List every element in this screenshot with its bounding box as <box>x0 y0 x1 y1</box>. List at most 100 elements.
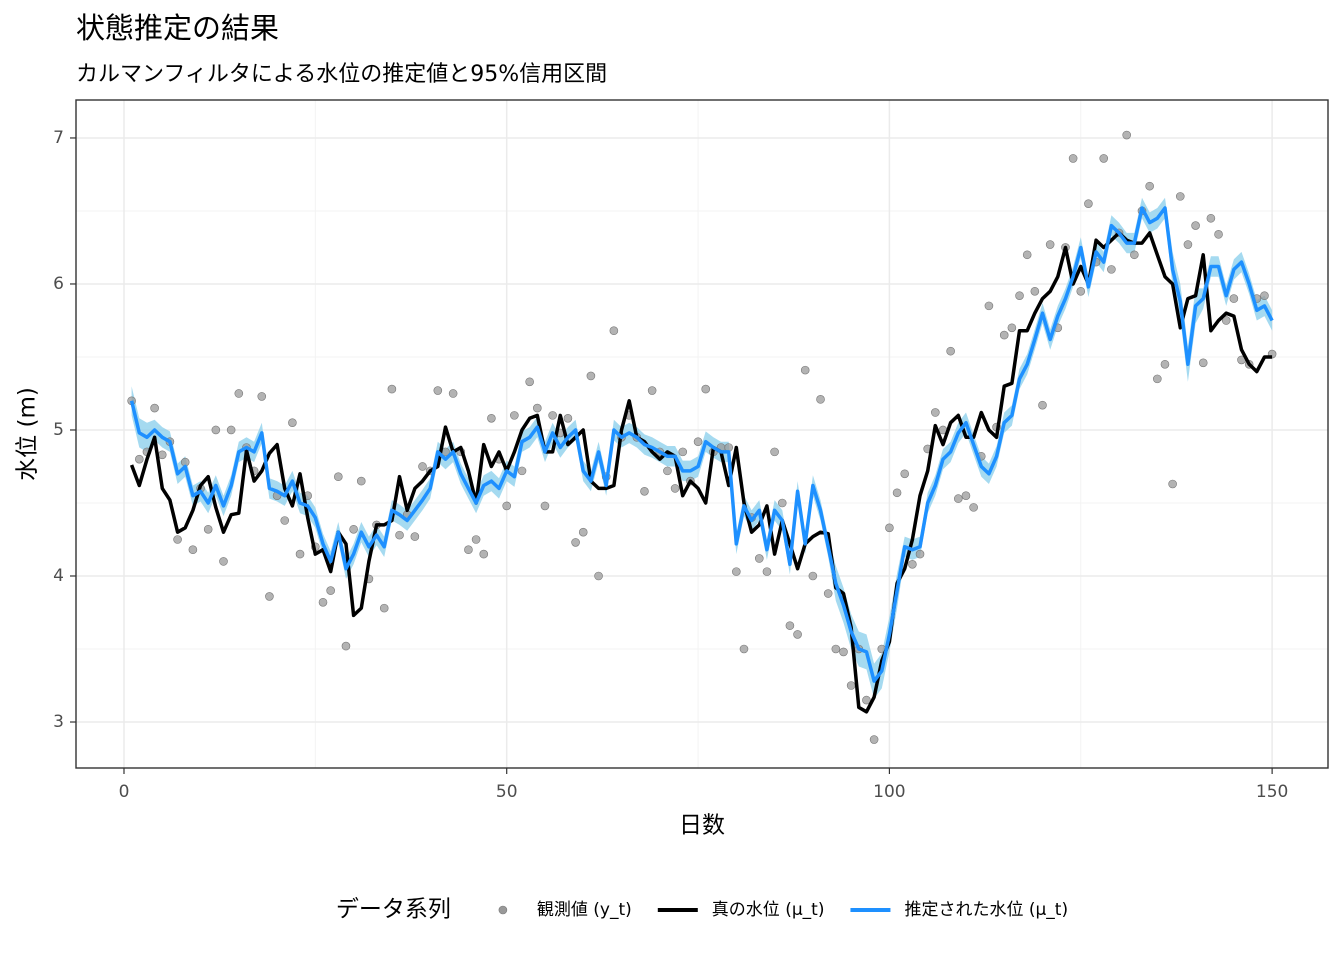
observation-point <box>341 641 351 651</box>
observation-point <box>410 532 420 541</box>
observation-point <box>379 603 389 613</box>
observation-point <box>1260 291 1269 300</box>
observation-point <box>548 411 557 420</box>
observation-point <box>862 695 871 705</box>
observation-point <box>999 330 1009 340</box>
observation-point <box>793 630 802 639</box>
observation-point <box>1030 286 1040 296</box>
legend-item: 観測値 (y_t) <box>498 900 632 920</box>
observation-point <box>1221 316 1231 325</box>
observation-point <box>946 346 955 356</box>
observation-point <box>219 557 228 566</box>
observation-point <box>1045 240 1055 249</box>
observation-point <box>762 567 772 576</box>
observation-point <box>433 386 443 395</box>
observation-point <box>173 535 182 544</box>
observation-point <box>739 644 749 654</box>
x-tick-label: 50 <box>496 782 518 802</box>
observation-point <box>1229 294 1239 303</box>
observation-point <box>533 403 542 413</box>
observation-point <box>869 735 879 744</box>
observation-point <box>1160 359 1170 369</box>
observation-point <box>816 395 825 404</box>
observation-point <box>701 384 711 394</box>
observation-point <box>288 418 297 427</box>
observation-point <box>1183 240 1193 249</box>
observation-point <box>678 447 688 457</box>
observation-point <box>135 454 144 464</box>
series-line <box>129 231 1273 714</box>
observation-point <box>395 530 404 540</box>
credible-band <box>131 197 1273 699</box>
y-axis-title: 水位 (m) <box>15 387 41 481</box>
observation-point <box>663 466 672 476</box>
observation-point <box>234 389 244 398</box>
legend: データ系列 観測値 (y_t) 真の水位 (μ_t) 推定された水位 (μ_t) <box>336 897 1068 923</box>
series-line <box>129 206 1274 683</box>
observation-point <box>823 589 833 598</box>
x-tick-label: 100 <box>873 782 905 802</box>
observation-point <box>1206 213 1216 223</box>
observation-point <box>257 392 267 401</box>
observation-point <box>800 365 810 375</box>
observation-point <box>892 488 902 498</box>
observation-point <box>1038 400 1047 410</box>
chart-subtitle: カルマンフィルタによる水位の推定値と95%信用区間 <box>76 62 607 87</box>
observation-point <box>670 484 680 493</box>
observation-point <box>1175 192 1185 201</box>
observation-point <box>211 425 221 435</box>
observation-point <box>846 681 856 690</box>
observation-point <box>732 567 741 576</box>
observation-point <box>785 621 795 630</box>
observation-point <box>479 549 489 559</box>
observation-point <box>464 545 473 555</box>
observation-point <box>578 527 588 537</box>
observation-point <box>1191 221 1200 230</box>
observation-point <box>540 501 550 511</box>
observation-point <box>885 523 894 533</box>
observation-point <box>157 450 167 460</box>
observation-point <box>487 414 496 423</box>
observation-point <box>1198 358 1208 368</box>
observation-point <box>1130 250 1139 260</box>
observation-point <box>525 377 534 387</box>
observation-point <box>808 571 818 581</box>
x-tick-label: 0 <box>119 782 130 802</box>
observation-point <box>387 384 397 394</box>
observation-point <box>517 466 527 476</box>
observation-point <box>1153 374 1162 384</box>
observation-point <box>318 597 328 607</box>
observation-point <box>356 476 366 486</box>
observation-point <box>226 425 236 435</box>
observation-point <box>770 447 779 457</box>
y-tick-label: 7 <box>53 128 64 148</box>
observation-point <box>586 371 596 381</box>
observation-point <box>1145 181 1154 191</box>
observation-point <box>1084 199 1093 208</box>
observation-point <box>502 501 512 511</box>
observation-point <box>280 516 290 525</box>
observation-point <box>326 586 335 595</box>
y-tick-label: 3 <box>53 712 64 732</box>
observation-point <box>839 647 848 657</box>
observation-point <box>915 549 925 559</box>
observation-point <box>1214 230 1223 239</box>
observation-point <box>510 411 519 420</box>
x-axis-title: 日数 <box>679 813 725 839</box>
observation-point <box>418 462 427 471</box>
observation-point <box>471 535 481 544</box>
observation-point <box>265 592 274 601</box>
observation-point <box>571 538 580 547</box>
observation-point <box>1068 154 1078 163</box>
observation-point <box>954 494 963 503</box>
observation-point <box>1107 265 1116 274</box>
observation-point <box>203 524 213 534</box>
observation-point <box>609 326 619 335</box>
observation-point <box>1015 291 1024 300</box>
observation-point <box>640 487 649 496</box>
observation-point <box>777 498 787 508</box>
observation-point <box>295 549 305 559</box>
y-tick-label: 4 <box>53 566 64 586</box>
